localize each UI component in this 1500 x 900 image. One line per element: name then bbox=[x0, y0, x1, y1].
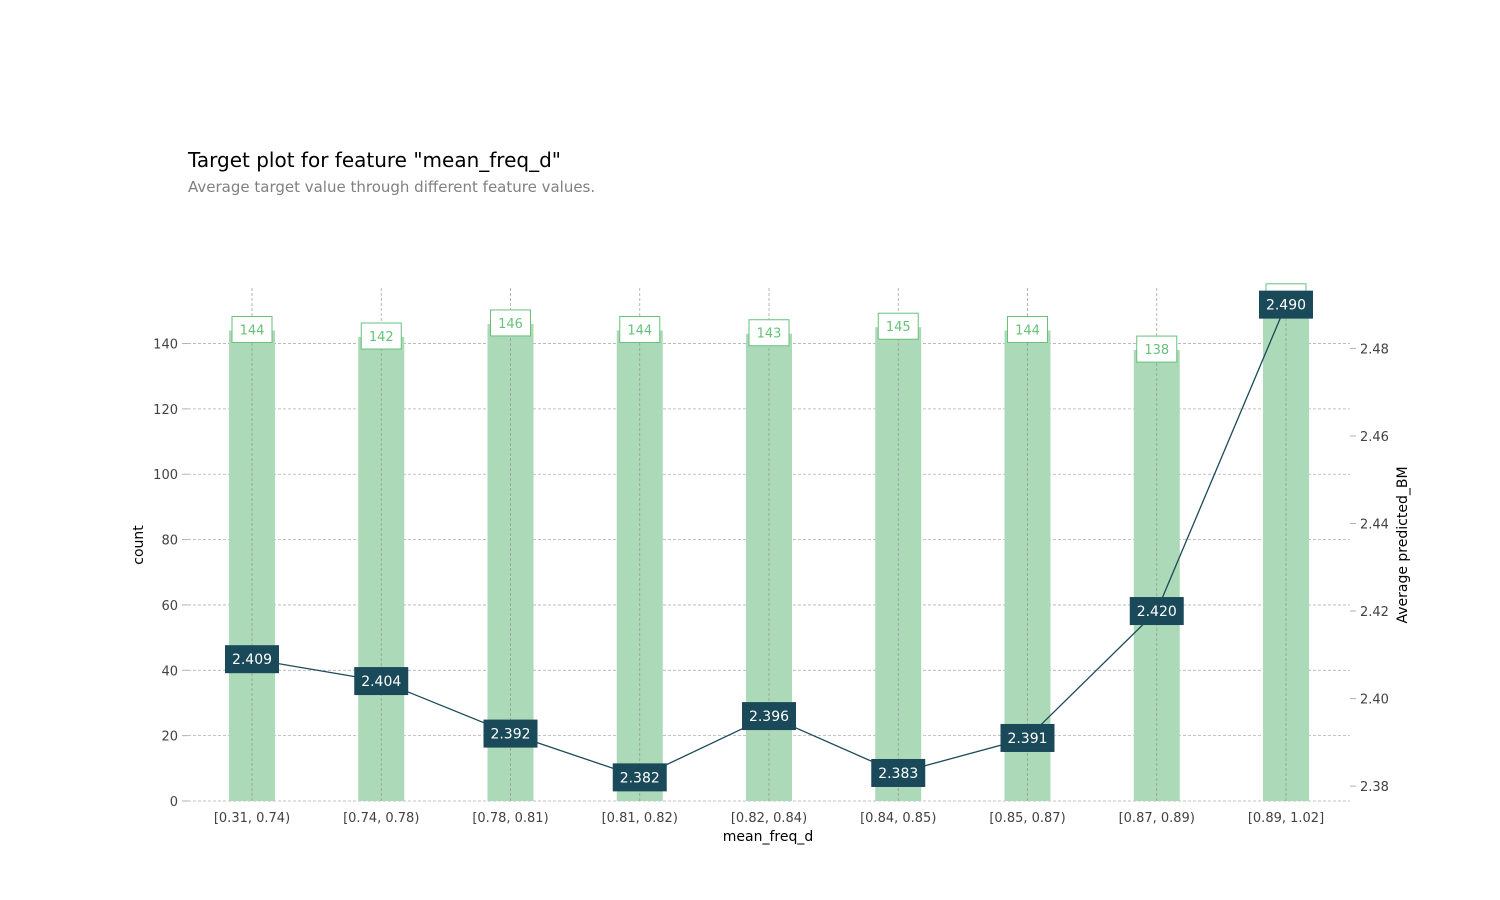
y-tick-label: 140 bbox=[153, 338, 178, 353]
line-value-box bbox=[1129, 597, 1184, 626]
bar-count-label: 146 bbox=[498, 317, 523, 332]
bar-label-box bbox=[360, 322, 402, 350]
x-tick-label: [0.89, 1.02] bbox=[1248, 811, 1324, 826]
bar-label-box bbox=[231, 315, 273, 343]
bar-label-box bbox=[1007, 315, 1048, 343]
line-value-label: 2.420 bbox=[1137, 604, 1177, 620]
y-tick-label: 0 bbox=[170, 795, 178, 810]
line-value-label: 2.391 bbox=[1007, 731, 1047, 747]
bar-label-box bbox=[619, 315, 661, 343]
line-value-label: 2.383 bbox=[878, 766, 918, 782]
line-value-label: 2.409 bbox=[232, 652, 272, 668]
x-tick-label: [0.31, 0.74) bbox=[214, 811, 290, 826]
x-tick-label: [0.81, 0.82) bbox=[602, 811, 678, 826]
y2-tick-label: 2.38 bbox=[1360, 780, 1389, 795]
y-tick-label: 40 bbox=[161, 664, 178, 679]
line-value-box bbox=[1259, 290, 1313, 319]
bar-label-box bbox=[748, 319, 790, 347]
line-value-label: 2.396 bbox=[749, 709, 789, 725]
bar-count-label: 144 bbox=[627, 323, 652, 338]
x-tick-label: [0.87, 0.89) bbox=[1119, 811, 1195, 826]
bar-count-label: 144 bbox=[240, 323, 265, 338]
x-tick-label: [0.84, 0.85) bbox=[860, 811, 936, 826]
y2-tick-label: 2.48 bbox=[1360, 342, 1389, 357]
y2-tick-label: 2.42 bbox=[1360, 605, 1389, 620]
line-value-label: 2.490 bbox=[1266, 298, 1306, 314]
y2-tick-label: 2.46 bbox=[1360, 430, 1389, 445]
chart-subtitle: Average target value through different f… bbox=[188, 178, 596, 196]
bar-label-box bbox=[1136, 335, 1178, 363]
bar-count-label: 142 bbox=[369, 330, 394, 345]
y-tick-label: 60 bbox=[161, 599, 178, 614]
y2-tick-label: 2.44 bbox=[1360, 517, 1389, 532]
line-value-box bbox=[871, 758, 926, 787]
bar-label-box bbox=[490, 309, 531, 337]
bar-count-label: 145 bbox=[886, 320, 911, 335]
bar-count-label: 143 bbox=[757, 327, 782, 342]
line-value-box bbox=[483, 719, 538, 748]
line-value-box bbox=[742, 702, 796, 731]
y2-axis-label: Average predicted_BM bbox=[1395, 466, 1411, 623]
bar-label-box bbox=[877, 312, 919, 340]
line-value-label: 2.404 bbox=[361, 674, 401, 690]
line-value-box bbox=[225, 645, 279, 674]
line-value-label: 2.382 bbox=[620, 770, 660, 786]
x-tick-label: [0.78, 0.81) bbox=[472, 811, 548, 826]
x-tick-label: [0.82, 0.84) bbox=[731, 811, 807, 826]
x-axis-label: mean_freq_d bbox=[723, 829, 813, 845]
bar-count-label: 144 bbox=[1015, 323, 1040, 338]
line-value-box bbox=[1000, 723, 1055, 752]
line-value-box bbox=[354, 667, 409, 696]
x-tick-label: [0.85, 0.87) bbox=[989, 811, 1065, 826]
y2-tick-label: 2.40 bbox=[1360, 693, 1389, 708]
y-tick-label: 20 bbox=[161, 730, 178, 745]
y-tick-label: 120 bbox=[153, 403, 178, 418]
x-tick-label: [0.74, 0.78) bbox=[343, 811, 419, 826]
bar-count-label: 138 bbox=[1144, 343, 1169, 358]
y-tick-label: 100 bbox=[153, 468, 178, 483]
line-value-label: 2.392 bbox=[490, 727, 530, 743]
chart-title: Target plot for feature "mean_freq_d" bbox=[188, 148, 561, 172]
y-tick-label: 80 bbox=[161, 534, 178, 549]
y-axis-label: count bbox=[131, 525, 147, 565]
line-value-box bbox=[612, 763, 667, 792]
